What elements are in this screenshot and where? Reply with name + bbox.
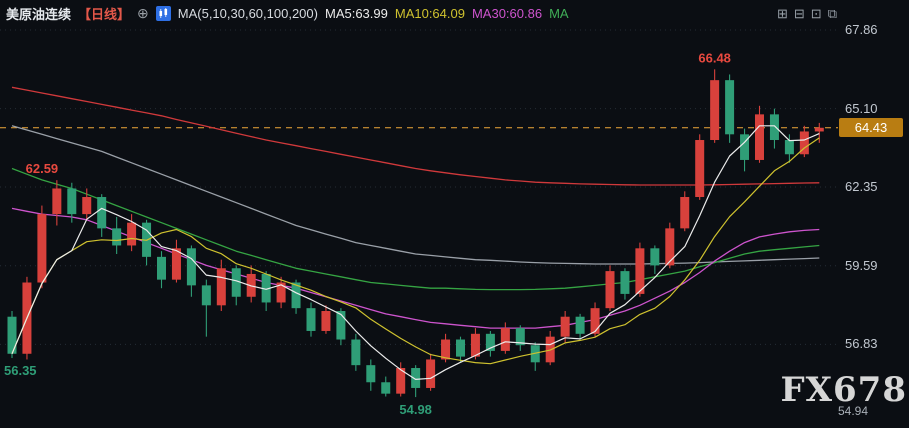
candle-body[interactable] bbox=[366, 365, 376, 383]
candle-body[interactable] bbox=[635, 248, 645, 294]
candle-body[interactable] bbox=[216, 268, 226, 306]
expand-icon[interactable]: ⊕ bbox=[137, 4, 149, 21]
candles-glyph bbox=[159, 7, 167, 18]
layout-single-icon[interactable]: ⊟ bbox=[793, 5, 805, 21]
candle-body[interactable] bbox=[769, 114, 779, 141]
candle-body[interactable] bbox=[680, 197, 690, 229]
candle-body[interactable] bbox=[470, 333, 480, 357]
candle-body[interactable] bbox=[500, 328, 510, 351]
layout-multi-icon[interactable]: ⧉ bbox=[827, 5, 837, 21]
candle-body[interactable] bbox=[97, 197, 107, 229]
price-annotation: 54.98 bbox=[399, 402, 432, 417]
candle-body[interactable] bbox=[52, 188, 62, 215]
candle-body[interactable] bbox=[321, 311, 331, 331]
period-label: 【日线】 bbox=[78, 6, 131, 22]
candle-body[interactable] bbox=[814, 127, 824, 132]
watermark-logo: FX678 bbox=[780, 370, 907, 410]
ma-settings-label[interactable]: MA(5,10,30,60,100,200) bbox=[177, 5, 318, 21]
candle-body[interactable] bbox=[725, 80, 735, 135]
candle-body[interactable] bbox=[306, 308, 316, 331]
candle-body[interactable] bbox=[276, 282, 286, 303]
candle-body[interactable] bbox=[261, 273, 271, 303]
candle-body[interactable] bbox=[441, 339, 451, 360]
candle-body[interactable] bbox=[799, 131, 809, 155]
candle-body[interactable] bbox=[291, 282, 301, 309]
candle-body[interactable] bbox=[127, 222, 137, 246]
candle-body[interactable] bbox=[620, 271, 630, 294]
ma-line-MA100 bbox=[11, 125, 820, 265]
candle-body[interactable] bbox=[605, 271, 615, 309]
price-annotation: 56.35 bbox=[4, 363, 37, 378]
ma-line-MA200 bbox=[11, 86, 820, 186]
ma-line-MA5 bbox=[11, 125, 820, 380]
candle-body[interactable] bbox=[37, 214, 47, 283]
symbol-name: 美原油连续 bbox=[6, 6, 72, 22]
candle-body[interactable] bbox=[650, 248, 660, 266]
axis-min-label: 54.94 bbox=[838, 404, 869, 418]
candle-body[interactable] bbox=[82, 197, 92, 215]
candle-body[interactable] bbox=[7, 316, 17, 354]
candle-body[interactable] bbox=[381, 382, 391, 394]
candle-body[interactable] bbox=[411, 368, 421, 388]
layout-grid-icon[interactable]: ⊞ bbox=[776, 5, 788, 21]
candle-body[interactable] bbox=[351, 339, 361, 366]
candle-body[interactable] bbox=[201, 285, 211, 306]
ma-line-MA60 bbox=[11, 167, 820, 291]
ma-extra-value: MA bbox=[549, 5, 569, 21]
ma-line-MA10 bbox=[11, 137, 820, 365]
layout-split-icon[interactable]: ⊡ bbox=[810, 5, 822, 21]
candle-body[interactable] bbox=[575, 316, 585, 334]
current-price-box: 64.43 bbox=[839, 117, 903, 137]
candle-body[interactable] bbox=[336, 311, 346, 340]
indicator-logo-icon[interactable] bbox=[155, 5, 171, 21]
candle-body[interactable] bbox=[456, 339, 465, 357]
candle-body[interactable] bbox=[112, 228, 122, 246]
candle-body[interactable] bbox=[665, 228, 675, 266]
price-annotation: 66.48 bbox=[698, 50, 731, 65]
candle-body[interactable] bbox=[784, 140, 794, 155]
candle-body[interactable] bbox=[231, 268, 241, 297]
candle-body[interactable] bbox=[485, 333, 495, 351]
ma30-value: MA30:60.86 bbox=[471, 5, 543, 21]
candle-body[interactable] bbox=[67, 188, 77, 215]
window-layout-icons: ⊞ ⊟ ⊡ ⧉ bbox=[777, 7, 837, 20]
candle-body[interactable] bbox=[426, 359, 436, 388]
candle-body[interactable] bbox=[171, 248, 181, 280]
candle-body[interactable] bbox=[755, 114, 764, 160]
candle-body[interactable] bbox=[515, 328, 525, 346]
candle-body[interactable] bbox=[560, 316, 570, 337]
candle-body[interactable] bbox=[157, 256, 166, 280]
price-annotation: 62.59 bbox=[26, 161, 59, 176]
ma5-value: MA5:63.99 bbox=[324, 5, 388, 21]
candle-body[interactable] bbox=[695, 140, 705, 198]
candle-body[interactable] bbox=[186, 248, 196, 286]
candle-body[interactable] bbox=[710, 80, 720, 141]
candle-body[interactable] bbox=[590, 308, 600, 334]
chart-topbar: 美原油连续 【日线】 ⊕ MA(5,10,30,60,100,200) MA5:6… bbox=[0, 0, 909, 26]
candle-body[interactable] bbox=[740, 134, 750, 160]
candle-body[interactable] bbox=[396, 368, 406, 394]
ma10-value: MA10:64.09 bbox=[394, 5, 465, 21]
